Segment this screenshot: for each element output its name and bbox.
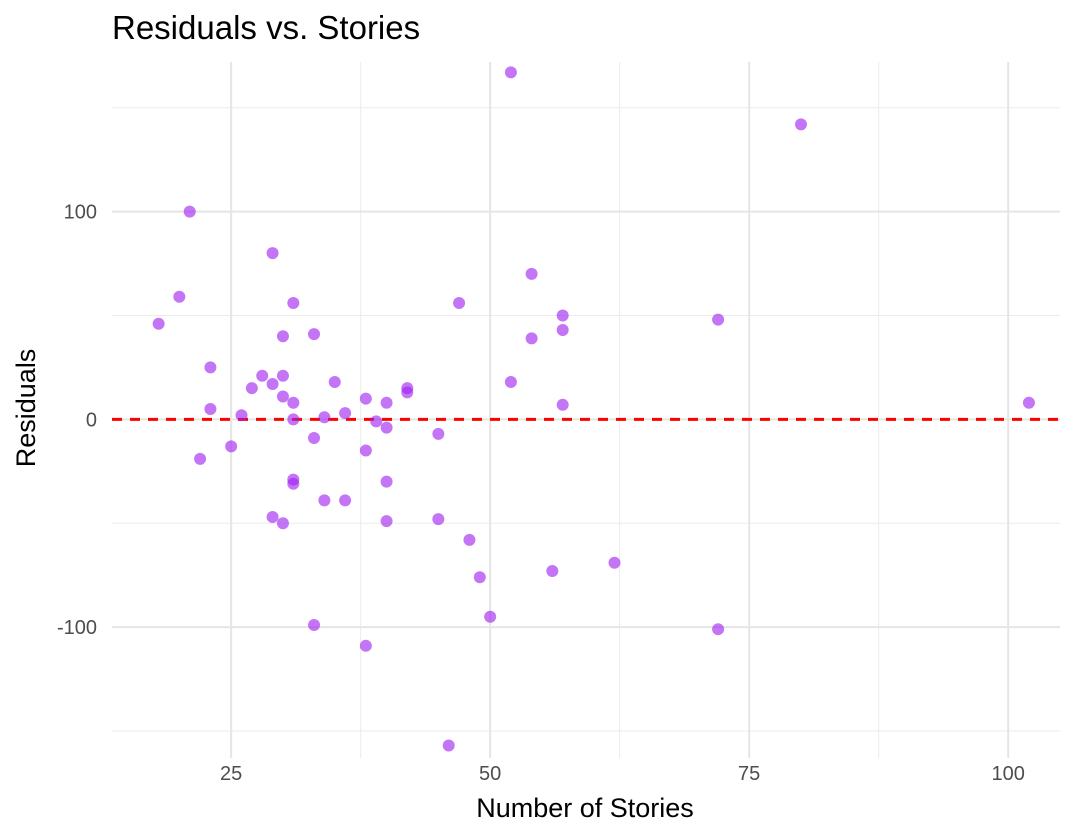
scatter-point (183, 205, 196, 218)
scatter-point (473, 571, 486, 584)
scatter-point (432, 513, 445, 526)
scatter-point (276, 330, 289, 343)
scatter-point (525, 332, 538, 345)
scatter-point (266, 247, 279, 260)
scatter-point (204, 361, 217, 374)
scatter-point (245, 382, 258, 395)
x-tick-label: 50 (479, 763, 501, 785)
scatter-point (432, 427, 445, 440)
scatter-point (380, 396, 393, 409)
scatter-point (339, 407, 352, 420)
scatter-point (546, 565, 559, 578)
scatter-point (794, 118, 807, 131)
scatter-point (339, 494, 352, 507)
scatter-point (266, 510, 279, 523)
scatter-point (287, 413, 300, 426)
scatter-point (308, 432, 321, 445)
scatter-point (287, 396, 300, 409)
y-tick-label: 0 (86, 409, 97, 431)
scatter-point (442, 739, 455, 752)
x-tick-label: 100 (992, 763, 1025, 785)
scatter-point (556, 324, 569, 337)
x-tick-label: 75 (738, 763, 760, 785)
scatter-point (504, 375, 517, 388)
scatter-point (380, 475, 393, 488)
scatter-point (308, 328, 321, 341)
scatter-point (1022, 396, 1035, 409)
scatter-point (504, 66, 517, 79)
scatter-point (276, 390, 289, 403)
scatter-point (287, 297, 300, 310)
scatter-point (152, 317, 165, 330)
scatter-point (380, 515, 393, 528)
scatter-point (556, 398, 569, 411)
scatter-point (370, 415, 383, 428)
scatter-point (266, 378, 279, 391)
scatter-point (287, 477, 300, 490)
scatter-point (401, 386, 414, 399)
scatter-point (712, 313, 725, 326)
scatter-point (276, 369, 289, 382)
scatter-point (463, 533, 476, 546)
scatter-point (380, 421, 393, 434)
scatter-point (608, 556, 621, 569)
x-tick-label: 25 (220, 763, 242, 785)
scatter-point (712, 623, 725, 636)
scatter-point (173, 290, 186, 303)
y-tick-label: 100 (64, 202, 97, 224)
scatter-point (318, 411, 331, 424)
scatter-point (318, 494, 331, 507)
scatter-point (308, 619, 321, 632)
scatter-point (276, 517, 289, 530)
scatter-point (256, 369, 269, 382)
scatter-point (359, 639, 372, 652)
chart-title: Residuals vs. Stories (112, 9, 420, 46)
scatter-point (328, 375, 341, 388)
scatter-point (225, 440, 238, 453)
y-tick-label: -100 (57, 617, 97, 639)
x-axis-title: Number of Stories (476, 793, 694, 823)
scatter-point (235, 409, 248, 422)
scatter-point (484, 610, 497, 623)
scatter-point (204, 402, 217, 415)
scatter-point (359, 392, 372, 405)
scatter-point (453, 297, 466, 310)
scatter-point (556, 309, 569, 322)
scatter-point (194, 452, 207, 465)
points-layer (152, 66, 1035, 752)
ticks-layer: 25 50 75 100 -100 0 100 (57, 202, 1025, 785)
scatter-point (525, 267, 538, 280)
grid-layer (112, 62, 1060, 758)
scatter-point (359, 444, 372, 457)
y-axis-title: Residuals (11, 349, 41, 468)
